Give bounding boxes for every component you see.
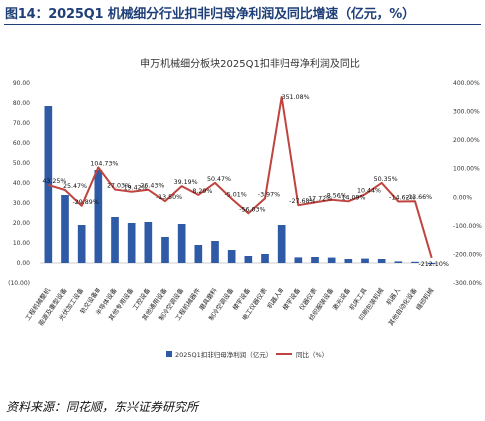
figure-title: 图14：2025Q1 机械细分行业扣非归母净利润及同比增速（亿元，%） (5, 7, 415, 22)
data-label: -3.97% (258, 191, 280, 198)
data-label: -13.66% (406, 194, 432, 201)
bar-4 (94, 170, 103, 263)
right-axis-tick: 100.00% (453, 166, 480, 173)
left-axis-tick: 50.00 (13, 160, 30, 167)
data-label: 104.73% (90, 160, 118, 167)
data-label: 351.08% (282, 94, 310, 101)
bar-13 (244, 256, 253, 263)
right-axis-tick: 200.00% (453, 137, 480, 144)
right-axis-tick: -200.00% (453, 251, 482, 258)
bar-19 (344, 259, 353, 263)
bar-8 (161, 237, 169, 263)
bar-2 (61, 195, 69, 263)
bar-16 (294, 257, 303, 263)
title-rule (4, 24, 481, 25)
left-axis-tick: 90.00 (13, 80, 30, 87)
source-note: 资料来源：同花顺，东兴证券研究所 (6, 400, 199, 414)
bar-1 (44, 106, 53, 263)
data-label: 26.43% (140, 183, 164, 190)
bar-18 (327, 257, 336, 263)
data-label: 27.03% (107, 183, 131, 190)
left-axis-tick: (10.00) (8, 280, 30, 287)
data-label: -56.03% (239, 206, 265, 213)
left-axis-tick: 10.00 (13, 240, 30, 247)
bar-15 (277, 225, 286, 263)
bar-22 (394, 261, 403, 263)
legend-bar-label: 2025Q1扣非归母净利润（亿元） (175, 350, 272, 359)
bar-23 (411, 261, 419, 263)
legend-line-label: 同比（%） (296, 350, 328, 359)
bar-20 (361, 258, 369, 263)
bar-21 (377, 259, 386, 263)
left-axis-tick: 60.00 (13, 140, 30, 147)
left-axis-tick: 0.00 (17, 260, 31, 267)
data-label: -29.89% (73, 199, 99, 206)
right-axis-tick: 300.00% (453, 109, 480, 116)
bar-10 (194, 245, 203, 263)
data-label: -14.62% (389, 194, 415, 201)
category-label: 机器人 (384, 285, 403, 306)
data-label: -8.56% (325, 193, 347, 200)
bar-7 (144, 222, 153, 263)
chart-title: 申万机械细分板块2025Q1扣非归母净利润及同比 (140, 57, 360, 70)
data-label: -212.10% (419, 261, 449, 268)
left-axis-tick: 20.00 (13, 220, 30, 227)
left-axis-tick: 70.00 (13, 120, 30, 127)
bar-3 (77, 225, 86, 263)
right-axis-tick: -300.00% (453, 280, 482, 287)
bar-6 (127, 223, 136, 263)
data-label: -13.50% (156, 194, 182, 201)
bar-11 (211, 241, 219, 263)
right-axis-tick: -100.00% (453, 223, 482, 230)
bar-9 (177, 224, 186, 263)
bar-12 (227, 250, 236, 263)
bar-5 (111, 217, 119, 263)
bar-24 (427, 263, 436, 265)
left-axis-tick: 30.00 (13, 200, 30, 207)
data-label: 43.25% (42, 178, 66, 185)
bar-14 (261, 254, 269, 263)
data-label: 50.35% (374, 176, 398, 183)
data-label: -5.01% (225, 192, 247, 199)
data-label: 19.42% (124, 185, 148, 192)
data-label: 50.47% (207, 176, 231, 183)
bar-17 (311, 257, 319, 263)
left-axis-tick: 80.00 (13, 100, 30, 107)
yoy-growth-line (48, 95, 433, 259)
data-label: -27.68% (289, 198, 315, 205)
category-label: 缝纫机械 (413, 285, 435, 311)
right-axis-tick: 0.00% (453, 194, 472, 201)
data-label: 39.19% (174, 179, 198, 186)
combo-chart: 申万机械细分板块2025Q1扣非归母净利润及同比 (10.00) 0.00 10.0… (8, 57, 482, 359)
left-axis-tick: 40.00 (13, 180, 30, 187)
data-label: 10.44% (357, 187, 381, 194)
legend-bar-swatch (166, 351, 172, 357)
right-axis-tick: 400.00% (453, 80, 480, 87)
data-label: 8.29% (192, 188, 212, 195)
data-label: -17.72% (306, 195, 332, 202)
data-label: 25.47% (63, 183, 87, 190)
data-label: -14.09% (339, 194, 365, 201)
